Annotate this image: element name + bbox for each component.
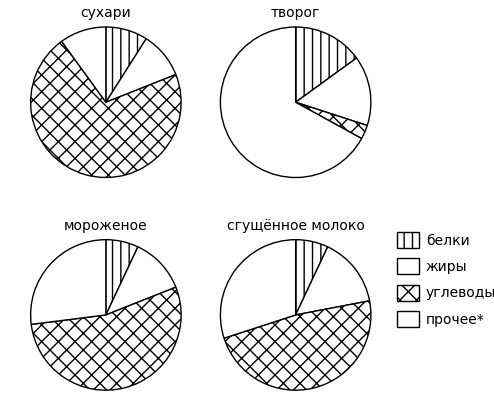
Wedge shape xyxy=(295,247,370,315)
Wedge shape xyxy=(62,27,106,102)
Title: сгущённое молоко: сгущённое молоко xyxy=(227,219,365,233)
Wedge shape xyxy=(106,39,176,102)
Wedge shape xyxy=(295,240,328,315)
Wedge shape xyxy=(220,240,295,338)
Wedge shape xyxy=(220,27,362,178)
Legend: белки, жиры, углеводы, прочее*: белки, жиры, углеводы, прочее* xyxy=(397,232,494,327)
Title: мороженое: мороженое xyxy=(64,219,148,233)
Wedge shape xyxy=(295,58,371,126)
Wedge shape xyxy=(295,27,357,102)
Wedge shape xyxy=(106,247,176,315)
Wedge shape xyxy=(106,27,146,102)
Title: творог: творог xyxy=(271,7,320,20)
Wedge shape xyxy=(295,102,367,139)
Wedge shape xyxy=(106,240,138,315)
Wedge shape xyxy=(224,301,371,390)
Wedge shape xyxy=(31,41,181,178)
Wedge shape xyxy=(31,287,181,390)
Title: сухари: сухари xyxy=(81,7,131,20)
Wedge shape xyxy=(31,240,106,324)
